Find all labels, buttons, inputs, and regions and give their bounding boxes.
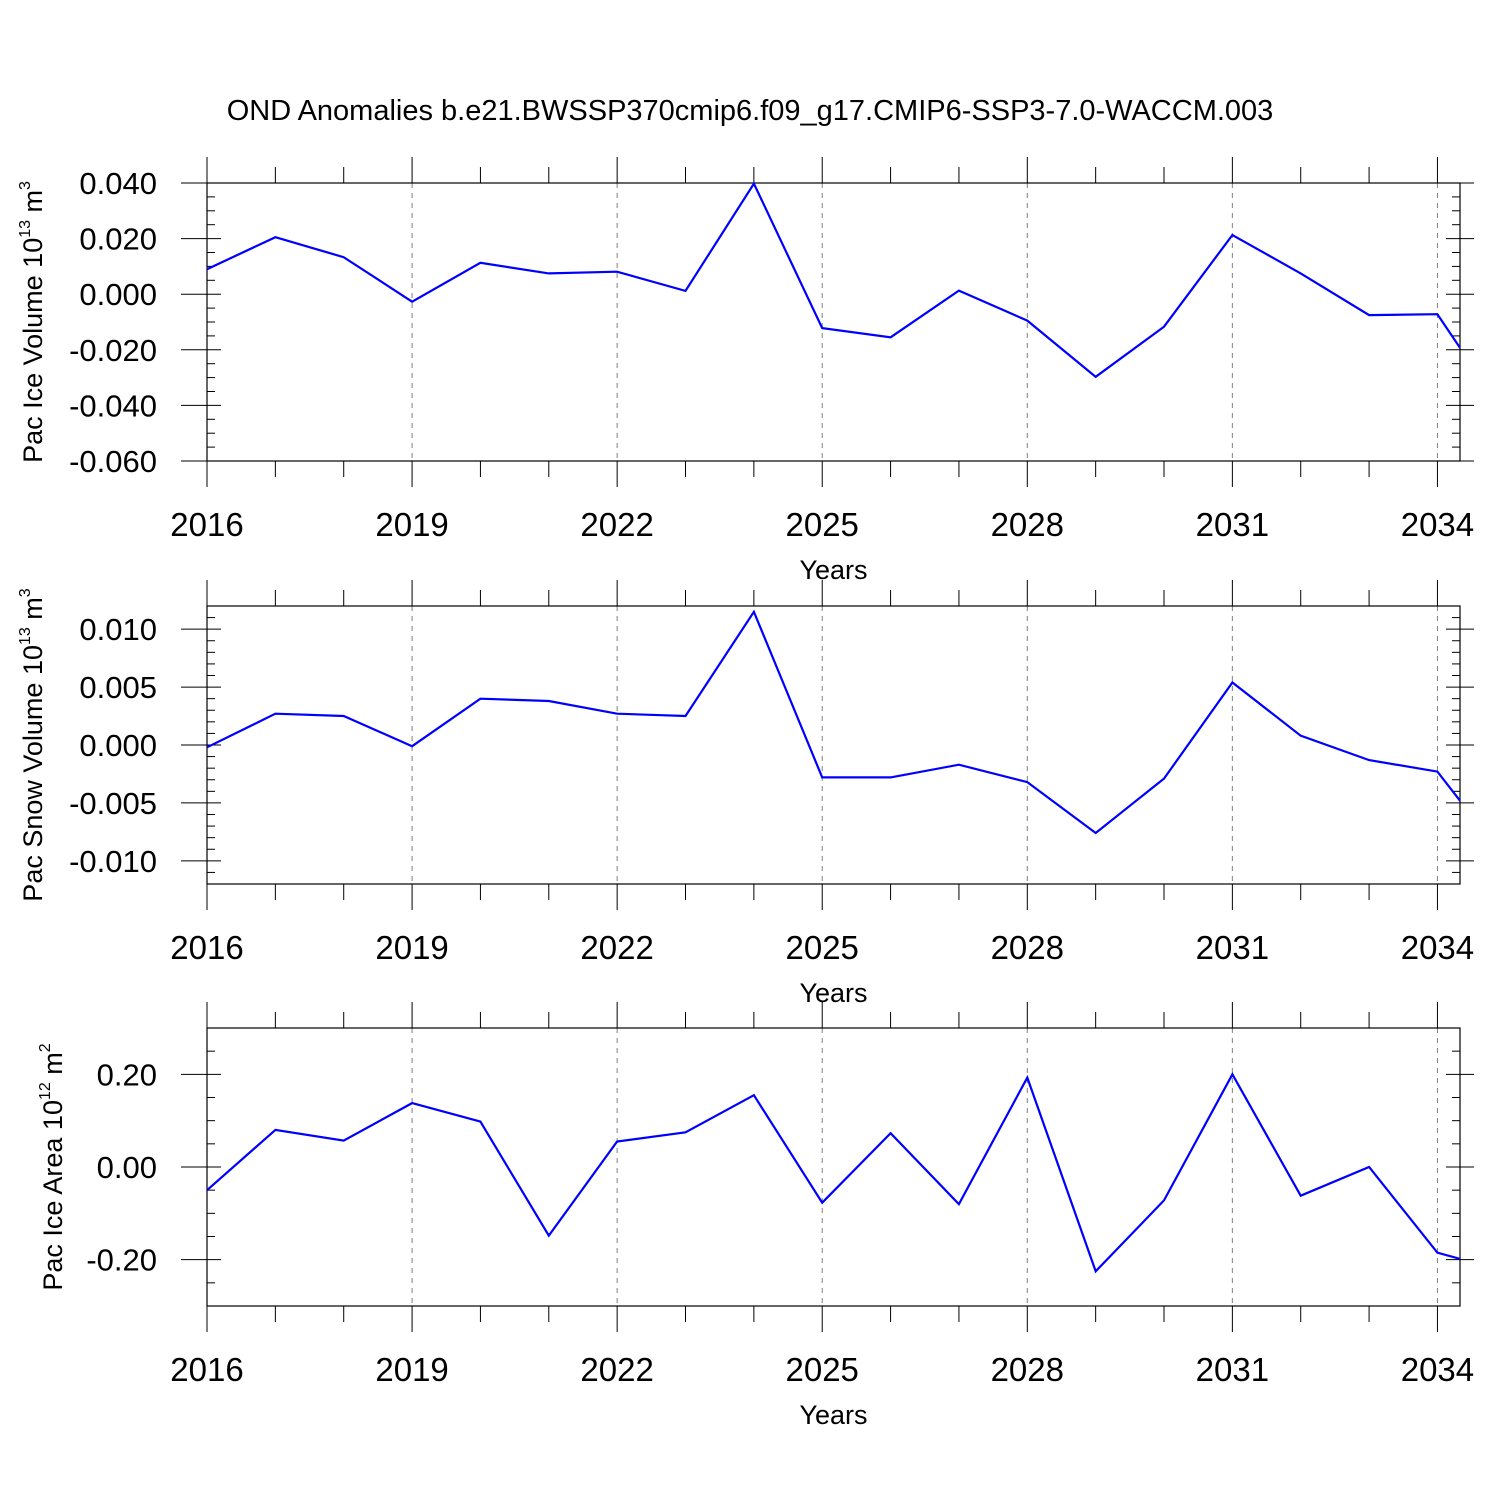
y-tick-label: -0.005 [69, 786, 157, 821]
x-tick-label: 2022 [580, 1351, 653, 1388]
x-tick-label: 2028 [991, 1351, 1064, 1388]
y-axis-label-unit-exponent: 3 [17, 588, 34, 597]
x-tick-label: 2025 [786, 506, 859, 543]
series-line [207, 181, 1460, 379]
x-tick-label: 2016 [170, 929, 243, 966]
y-axis-label-unit: m [18, 190, 48, 220]
y-tick-label: 0.020 [79, 222, 157, 257]
x-tick-label: 2022 [580, 929, 653, 966]
plot-frame [206, 182, 1461, 462]
x-tick-label: 2031 [1196, 1351, 1269, 1388]
y-axis-label-exponent: 12 [37, 1082, 54, 1100]
y-axis-label-text: Pac Ice Area 10 [38, 1100, 68, 1291]
x-tick-label: 2022 [580, 506, 653, 543]
x-tick-label: 2019 [375, 929, 448, 966]
y-axis-label-exponent: 13 [17, 220, 34, 238]
chart-panel-2: 0.010 0.005 0.000 -0.005 -0.010 2016 2019 2022 2… [17, 580, 1474, 1008]
plot-frame [206, 605, 1461, 885]
x-tick-label: 2019 [375, 506, 448, 543]
y-axis-label-text: Pac Snow Volume 10 [18, 645, 48, 902]
y-tick-label: 0.010 [79, 612, 157, 647]
y-tick-label: 0.040 [79, 166, 157, 201]
x-tick-label: 2019 [375, 1351, 448, 1388]
x-tick-label: 2016 [170, 506, 243, 543]
x-tick-label: 2034 [1401, 929, 1474, 966]
y-axis-label-exponent: 13 [17, 627, 34, 645]
chart-panel-3: 0.20 0.00 -0.20 2016 2019 2022 2025 2028 2031 203… [37, 1002, 1474, 1430]
y-axis-label-unit-exponent: 2 [37, 1043, 54, 1052]
panels: 0.040 0.020 0.000 -0.020 -0.040 -0.060 2016 201… [17, 157, 1474, 1430]
figure-title: OND Anomalies b.e21.BWSSP370cmip6.f09_g1… [227, 95, 1274, 127]
y-axis-label: Pac Ice Volume 1013 m3 [17, 181, 48, 463]
series-line [207, 1072, 1460, 1274]
x-tick-label: 2034 [1401, 506, 1474, 543]
x-tick-label: 2025 [786, 1351, 859, 1388]
y-tick-label: -0.020 [69, 333, 157, 368]
y-tick-label: -0.20 [86, 1243, 157, 1278]
x-tick-label: 2028 [991, 506, 1064, 543]
series-line [207, 609, 1460, 835]
x-tick-label: 2034 [1401, 1351, 1474, 1388]
x-tick-label: 2028 [991, 929, 1064, 966]
y-tick-label: 0.00 [97, 1150, 157, 1185]
y-tick-label: -0.060 [69, 444, 157, 479]
y-axis-label-unit-exponent: 3 [17, 181, 34, 190]
x-axis-label: Years [799, 555, 867, 585]
x-tick-label: 2031 [1196, 929, 1269, 966]
chart-panel-1: 0.040 0.020 0.000 -0.020 -0.040 -0.060 2016 201… [17, 157, 1474, 585]
y-axis-label-text: Pac Ice Volume 10 [18, 238, 48, 463]
y-tick-label: -0.010 [69, 844, 157, 879]
y-axis-label: Pac Ice Area 1012 m2 [37, 1043, 68, 1290]
y-tick-label: 0.005 [79, 670, 157, 705]
y-tick-label: 0.000 [79, 277, 157, 312]
x-axis-label: Years [799, 978, 867, 1008]
x-tick-label: 2025 [786, 929, 859, 966]
y-tick-label: -0.040 [69, 388, 157, 423]
y-axis-label-unit: m [38, 1052, 68, 1082]
x-tick-label: 2016 [170, 1351, 243, 1388]
x-axis-label: Years [799, 1400, 867, 1430]
x-tick-label: 2031 [1196, 506, 1269, 543]
plot-frame [206, 1027, 1461, 1307]
y-axis-label-unit: m [18, 597, 48, 627]
y-axis-label: Pac Snow Volume 1013 m3 [17, 588, 48, 901]
y-tick-label: 0.000 [79, 728, 157, 763]
y-tick-label: 0.20 [97, 1057, 157, 1092]
